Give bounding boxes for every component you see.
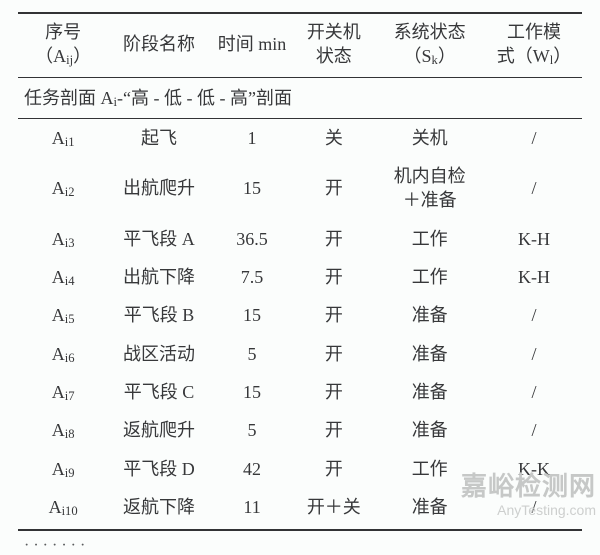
cell-phase: 出航下降 (108, 258, 210, 296)
table-row: Ai6战区活动5开准备/ (18, 335, 582, 373)
cell-switch: 关 (294, 118, 373, 157)
cell-time: 15 (210, 373, 295, 411)
cell-time: 5 (210, 411, 295, 449)
cell-serial: Ai4 (18, 258, 108, 296)
cell-time: 42 (210, 450, 295, 488)
cell-serial: Ai5 (18, 296, 108, 334)
cell-serial: Ai7 (18, 373, 108, 411)
cell-serial: Ai2 (18, 157, 108, 220)
cell-mode: / (486, 335, 582, 373)
table-row: Ai7平飞段 C15开准备/ (18, 373, 582, 411)
cell-switch: 开 (294, 258, 373, 296)
cell-phase: 平飞段 B (108, 296, 210, 334)
cell-phase: 平飞段 D (108, 450, 210, 488)
col-serial: 序号（Aij） (18, 13, 108, 77)
cell-time: 5 (210, 335, 295, 373)
ellipsis-row: ······· (18, 531, 582, 555)
cell-mode: / (486, 488, 582, 530)
cell-state: 准备 (373, 296, 486, 334)
cell-phase: 返航下降 (108, 488, 210, 530)
cell-mode: K-H (486, 220, 582, 258)
cell-phase: 平飞段 A (108, 220, 210, 258)
cell-serial: Ai8 (18, 411, 108, 449)
cell-mode: / (486, 373, 582, 411)
cell-serial: Ai1 (18, 118, 108, 157)
cell-mode: / (486, 296, 582, 334)
cell-time: 36.5 (210, 220, 295, 258)
cell-serial: Ai10 (18, 488, 108, 530)
table-row: Ai4出航下降7.5开工作K-H (18, 258, 582, 296)
cell-mode: K-H (486, 258, 582, 296)
cell-time: 1 (210, 118, 295, 157)
cell-mode: / (486, 411, 582, 449)
cell-phase: 平飞段 C (108, 373, 210, 411)
cell-state: 准备 (373, 335, 486, 373)
col-mode: 工作模式（Wl） (486, 13, 582, 77)
cell-time: 15 (210, 296, 295, 334)
cell-switch: 开 (294, 450, 373, 488)
cell-mode: / (486, 118, 582, 157)
cell-phase: 出航爬升 (108, 157, 210, 220)
cell-switch: 开 (294, 335, 373, 373)
cell-switch: 开 (294, 411, 373, 449)
mission-profile-table: 序号（Aij） 阶段名称 时间 min 开关机状态 系统状态（Sk） 工作模式（… (18, 12, 582, 531)
table-row: Ai3平飞段 A36.5开工作K-H (18, 220, 582, 258)
col-switch: 开关机状态 (294, 13, 373, 77)
section-title-row: 任务剖面 Ai-“高 - 低 - 低 - 高”剖面 (18, 77, 582, 118)
cell-time: 15 (210, 157, 295, 220)
table-body: 任务剖面 Ai-“高 - 低 - 低 - 高”剖面 Ai1起飞1关关机/Ai2出… (18, 77, 582, 530)
cell-serial: Ai3 (18, 220, 108, 258)
cell-serial: Ai9 (18, 450, 108, 488)
cell-mode: / (486, 157, 582, 220)
cell-state: 工作 (373, 258, 486, 296)
table-row: Ai5平飞段 B15开准备/ (18, 296, 582, 334)
col-state: 系统状态（Sk） (373, 13, 486, 77)
table-row: Ai10返航下降11开＋关准备/ (18, 488, 582, 530)
table-row: Ai8返航爬升5开准备/ (18, 411, 582, 449)
cell-state: 准备 (373, 411, 486, 449)
col-phase: 阶段名称 (108, 13, 210, 77)
cell-state: 机内自检＋准备 (373, 157, 486, 220)
cell-state: 工作 (373, 220, 486, 258)
cell-state: 准备 (373, 488, 486, 530)
cell-phase: 起飞 (108, 118, 210, 157)
cell-switch: 开 (294, 296, 373, 334)
cell-state: 工作 (373, 450, 486, 488)
cell-state: 准备 (373, 373, 486, 411)
cell-switch: 开 (294, 220, 373, 258)
cell-phase: 战区活动 (108, 335, 210, 373)
cell-time: 11 (210, 488, 295, 530)
cell-phase: 返航爬升 (108, 411, 210, 449)
cell-state: 关机 (373, 118, 486, 157)
cell-switch: 开 (294, 373, 373, 411)
table-row: Ai1起飞1关关机/ (18, 118, 582, 157)
cell-switch: 开＋关 (294, 488, 373, 530)
cell-time: 7.5 (210, 258, 295, 296)
table-row: Ai9平飞段 D42开工作K-K (18, 450, 582, 488)
section-title: 任务剖面 Ai-“高 - 低 - 低 - 高”剖面 (18, 77, 582, 118)
cell-switch: 开 (294, 157, 373, 220)
cell-serial: Ai6 (18, 335, 108, 373)
cell-mode: K-K (486, 450, 582, 488)
table-row: Ai2出航爬升15开机内自检＋准备/ (18, 157, 582, 220)
col-time: 时间 min (210, 13, 295, 77)
header-row: 序号（Aij） 阶段名称 时间 min 开关机状态 系统状态（Sk） 工作模式（… (18, 13, 582, 77)
